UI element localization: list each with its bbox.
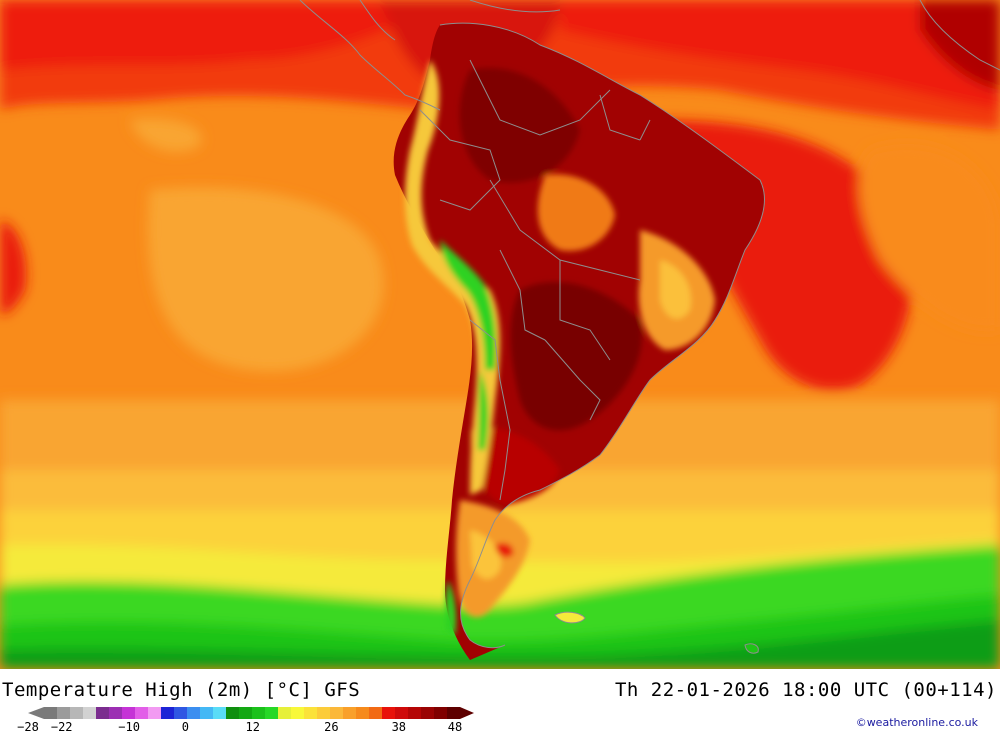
legend-swatch bbox=[278, 707, 291, 719]
legend-swatch bbox=[135, 707, 148, 719]
central-america-outline bbox=[299, 0, 1000, 111]
legend-swatch bbox=[239, 707, 252, 719]
legend-min-arrow bbox=[28, 707, 44, 719]
legend-swatch bbox=[317, 707, 330, 719]
legend-swatch bbox=[434, 707, 447, 719]
legend-swatch bbox=[226, 707, 239, 719]
legend-swatch bbox=[57, 707, 70, 719]
legend-tick-label: 26 bbox=[324, 720, 338, 733]
legend-tick-label: 12 bbox=[246, 720, 260, 733]
legend-swatch bbox=[343, 707, 356, 719]
legend-swatch bbox=[291, 707, 304, 719]
temperature-map bbox=[0, 0, 1000, 669]
legend-swatch bbox=[70, 707, 83, 719]
legend-tick-label: −22 bbox=[51, 720, 73, 733]
legend-swatch bbox=[200, 707, 213, 719]
map-title: Temperature High (2m) [°C] GFS bbox=[2, 679, 361, 701]
legend-swatch bbox=[122, 707, 135, 719]
legend-max-arrow bbox=[460, 707, 474, 719]
legend-swatch bbox=[213, 707, 226, 719]
legend-swatches bbox=[28, 707, 474, 719]
legend-tick-label: 48 bbox=[448, 720, 462, 733]
legend-swatch bbox=[447, 707, 460, 719]
legend-swatch bbox=[304, 707, 317, 719]
legend-tick-label: 38 bbox=[392, 720, 406, 733]
legend-swatch bbox=[161, 707, 174, 719]
south-america-landmass bbox=[299, 0, 1000, 661]
map-footer: Temperature High (2m) [°C] GFS Th 22-01-… bbox=[0, 669, 1000, 733]
legend-swatch bbox=[395, 707, 408, 719]
south-georgia bbox=[744, 643, 759, 654]
legend-swatch bbox=[265, 707, 278, 719]
map-canvas bbox=[0, 0, 1000, 669]
legend-swatch bbox=[330, 707, 343, 719]
legend-swatch bbox=[148, 707, 161, 719]
legend-swatch bbox=[187, 707, 200, 719]
falkland-islands bbox=[554, 611, 586, 624]
credit-text: ©weatheronline.co.uk bbox=[855, 716, 978, 729]
legend-swatch bbox=[96, 707, 109, 719]
legend-swatch bbox=[369, 707, 382, 719]
legend-swatch bbox=[252, 707, 265, 719]
legend-tick-label: 0 bbox=[182, 720, 189, 733]
legend-swatch bbox=[44, 707, 57, 719]
legend-swatch bbox=[174, 707, 187, 719]
legend-ticks: −28 −22 −10 0 12 26 38 48 bbox=[17, 720, 462, 733]
country-borders bbox=[419, 22, 765, 649]
legend-tick-label: −10 bbox=[118, 720, 140, 733]
legend-swatch bbox=[356, 707, 369, 719]
legend-swatch bbox=[382, 707, 395, 719]
legend-swatch bbox=[421, 707, 434, 719]
legend-swatch bbox=[109, 707, 122, 719]
color-legend: −28 −22 −10 0 12 26 38 48 bbox=[17, 707, 474, 733]
legend-tick-label: −28 bbox=[17, 720, 39, 733]
legend-swatch bbox=[408, 707, 421, 719]
valid-time: Th 22-01-2026 18:00 UTC (00+114) bbox=[614, 679, 997, 701]
legend-swatch bbox=[83, 707, 96, 719]
ocean-temperature-bands bbox=[0, 0, 1000, 669]
